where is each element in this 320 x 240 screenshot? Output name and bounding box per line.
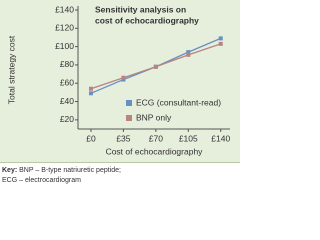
y-axis-label: Total strategy cost	[6, 35, 16, 104]
chart-title: cost of echocardiography	[95, 15, 199, 25]
key-line: BNP – B-type natriuretic peptide;	[19, 167, 121, 174]
y-tick-label: £20	[60, 114, 74, 124]
point	[88, 86, 93, 91]
point	[153, 64, 158, 69]
key-line: ECG – electrocardiogram	[2, 177, 81, 184]
point	[218, 41, 223, 46]
chart-title: Sensitivity analysis on	[95, 4, 186, 14]
x-axis-label: Cost of echocardiography	[106, 146, 204, 156]
legend-swatch	[126, 100, 132, 106]
point	[186, 50, 191, 55]
x-tick-label: £105	[179, 133, 198, 143]
y-tick-label: £140	[55, 4, 74, 14]
footer: Key: BNP – B-type natriuretic peptide; E…	[0, 162, 240, 189]
y-tick-label: £120	[55, 23, 74, 33]
y-tick-label: £100	[55, 41, 74, 51]
legend-label: ECG (consultant-read)	[136, 97, 221, 107]
point	[88, 91, 93, 96]
x-tick-label: £0	[86, 133, 96, 143]
y-tick-label: £80	[60, 59, 74, 69]
legend-label: BNP only	[136, 112, 172, 122]
y-tick-label: £40	[60, 96, 74, 106]
point	[121, 75, 126, 80]
legend-swatch	[126, 115, 132, 121]
point	[186, 52, 191, 57]
chart: Sensitivity analysis on cost of echocard…	[0, 0, 240, 162]
key-label: Key:	[2, 167, 18, 174]
point	[218, 36, 223, 41]
x-tick-label: £35	[116, 133, 130, 143]
x-tick-label: £70	[149, 133, 163, 143]
x-tick-label: £140	[211, 133, 230, 143]
y-tick-label: £60	[60, 77, 74, 87]
figure: Sensitivity analysis on cost of echocard…	[0, 0, 240, 189]
